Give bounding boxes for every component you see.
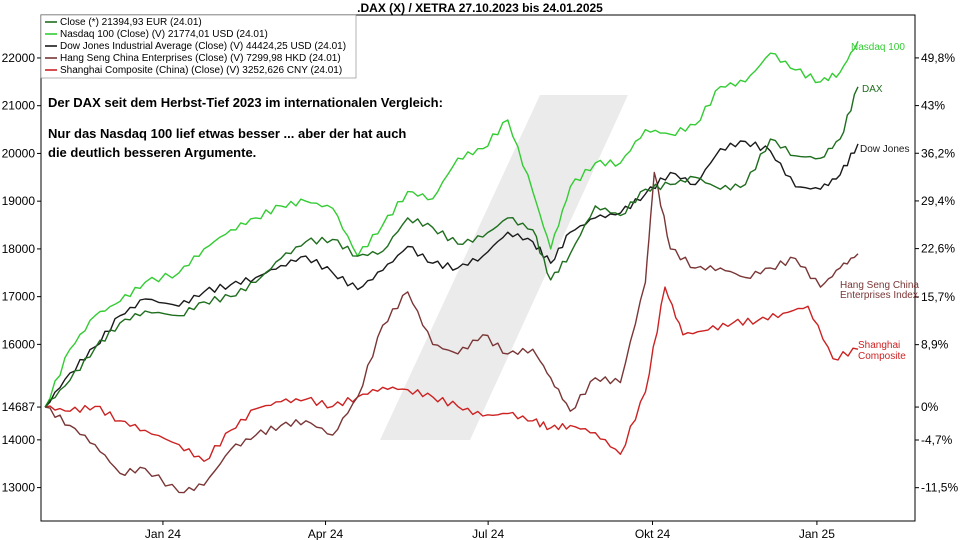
right-tick-label: 36,2% xyxy=(921,146,955,160)
right-tick-label: 22,6% xyxy=(921,242,955,256)
series-lines xyxy=(44,41,859,494)
x-axis: Jan 24 Apr 24 Jul 24 Okt 24 Jan 25 xyxy=(145,521,835,540)
left-tick-label: 14687 xyxy=(2,400,36,414)
x-tick-label: Jan 24 xyxy=(145,527,181,540)
x-tick-label: Apr 24 xyxy=(308,527,344,540)
series-line-nasdaq-100 xyxy=(44,41,859,408)
end-label-shanghai-composite: Composite xyxy=(858,351,906,362)
legend: Close (*) 21394,93 EUR (24.01)Nasdaq 100… xyxy=(40,14,357,79)
series-line-shanghai-composite xyxy=(44,286,859,462)
left-tick-label: 21000 xyxy=(2,99,36,113)
series-line-hang-seng-china-enterprises xyxy=(44,171,859,494)
end-labels: DAX Nasdaq 100 Dow Jones Hang Seng ChinaEnt… xyxy=(840,42,919,362)
annotation-line-1: Der DAX seit dem Herbst-Tief 2023 im int… xyxy=(48,95,443,110)
legend-entry: Nasdaq 100 (Close) (V) 21774,01 USD (24.… xyxy=(60,29,268,40)
legend-box xyxy=(40,14,357,79)
annotation: Der DAX seit dem Herbst-Tief 2023 im int… xyxy=(48,95,443,160)
left-tick-label: 13000 xyxy=(2,481,36,495)
right-tick-label: 8,9% xyxy=(921,338,949,352)
end-label-dow-jones: Dow Jones xyxy=(860,144,909,155)
watermark-logo xyxy=(380,95,628,440)
right-tick-label: 29,4% xyxy=(921,194,955,208)
end-label-nasdaq-100: Nasdaq 100 xyxy=(851,42,905,53)
end-label-shanghai-composite: Shanghai xyxy=(858,340,900,351)
plot-border xyxy=(40,14,916,522)
x-tick-label: Jan 25 xyxy=(799,527,835,540)
annotation-line-2: Nur das Nasdaq 100 lief etwas besser ...… xyxy=(48,126,406,141)
right-tick-label: -4,7% xyxy=(921,433,953,447)
legend-entry: Close (*) 21394,93 EUR (24.01) xyxy=(60,17,202,28)
annotation-line-3: die deutlich besseren Argumente. xyxy=(48,145,256,160)
right-tick-label: -11,5% xyxy=(921,481,958,495)
left-tick-label: 17000 xyxy=(2,290,36,304)
plot-area: 22000 21000 20000 19000 18000 17000 16000 14687… xyxy=(2,14,958,540)
left-tick-label: 14000 xyxy=(2,433,36,447)
legend-entry: Hang Seng China Enterprises (Close) (V) … xyxy=(60,53,341,64)
left-tick-label: 16000 xyxy=(2,337,36,351)
left-axis: 22000 21000 20000 19000 18000 17000 16000 14687… xyxy=(2,51,41,495)
right-tick-label: 15,7% xyxy=(921,290,955,304)
series-line-dow-jones xyxy=(44,140,859,408)
series-line-dax xyxy=(44,86,859,408)
right-tick-label: 0% xyxy=(921,400,939,414)
chart-title: .DAX (X) / XETRA 27.10.2023 bis 24.01.20… xyxy=(357,1,603,15)
end-label-hang-seng-china-enterprises: Hang Seng China xyxy=(840,280,919,291)
left-tick-label: 20000 xyxy=(2,146,36,160)
right-tick-label: 49,8% xyxy=(921,51,955,65)
left-tick-label: 19000 xyxy=(2,194,36,208)
right-axis: 49,8% 43% 36,2% 29,4% 22,6% 15,7% 8,9% 0% -4,7% -… xyxy=(915,51,958,495)
x-tick-label: Jul 24 xyxy=(472,527,504,540)
left-tick-label: 18000 xyxy=(2,242,36,256)
legend-entry: Dow Jones Industrial Average (Close) (V)… xyxy=(60,41,346,52)
watermark-slash xyxy=(380,95,628,440)
end-label-dax: DAX xyxy=(862,84,883,95)
end-label-hang-seng-china-enterprises: Enterprises Index xyxy=(840,290,918,301)
x-tick-label: Okt 24 xyxy=(635,527,671,540)
left-tick-label: 22000 xyxy=(2,51,36,65)
right-tick-label: 43% xyxy=(921,99,945,113)
legend-entry: Shanghai Composite (China) (Close) (V) 3… xyxy=(60,65,342,76)
